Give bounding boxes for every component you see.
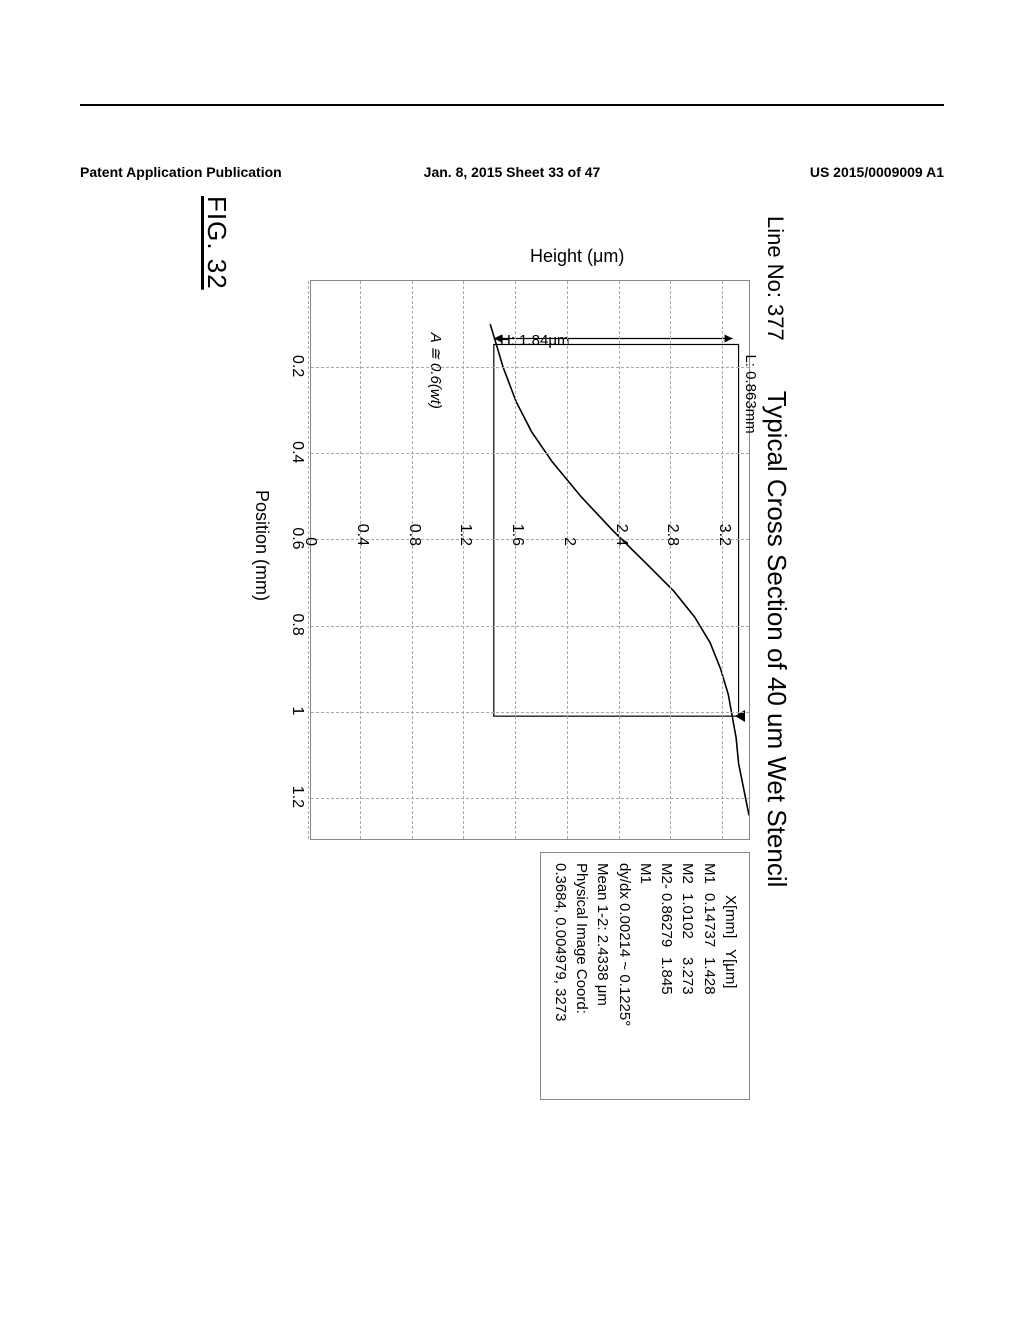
legend-row: M10.147371.428 — [698, 863, 719, 1089]
legend-coord-value: 0.3684, 0.004979, 3273 — [549, 863, 570, 1089]
gridline-v — [311, 626, 749, 627]
y-axis-label: Height (μm) — [530, 246, 624, 267]
xtick-label: 0.8 — [288, 613, 306, 635]
xtick-label: 1 — [288, 706, 306, 715]
chart-card: Line No: 377 Typical Cross Section of 40… — [232, 210, 792, 1110]
gridline-h — [360, 281, 361, 839]
gridline-v — [311, 367, 749, 368]
ytick-label: 1.6 — [508, 524, 526, 546]
ytick-label: 0.4 — [353, 524, 371, 546]
legend-mean: Mean 1-2: 2.4338 μm — [592, 863, 613, 1089]
ytick-label: 2.4 — [612, 524, 630, 546]
gridline-v — [311, 798, 749, 799]
figure-label: FIG. 32 — [201, 196, 232, 290]
legend-dydx: dy/dx 0.00214 ~ 0.1225° — [613, 863, 634, 1089]
legend-coord-label: Physical Image Coord: — [571, 863, 592, 1089]
ytick-label: 1.2 — [456, 524, 474, 546]
legend-head-x: X[mm] — [720, 863, 741, 949]
gridline-v — [311, 712, 749, 713]
h-dimension-label: H: 1.84μm — [500, 332, 570, 349]
xtick-label: 0.4 — [288, 441, 306, 463]
rotated-figure: Line No: 377 Typical Cross Section of 40… — [232, 210, 792, 1110]
legend-row: M2-M10.862791.845 — [635, 863, 678, 1089]
xtick-label: 0.2 — [288, 355, 306, 377]
line-number: Line No: 377 — [762, 216, 788, 341]
curve-line — [309, 281, 749, 841]
chart-title: Typical Cross Section of 40 um Wet Stenc… — [761, 391, 792, 888]
x-axis-label: Position (mm) — [251, 490, 272, 601]
ytick-label: 3.2 — [715, 524, 733, 546]
header-rule — [80, 104, 944, 106]
header-left: Patent Application Publication — [80, 164, 282, 180]
gridline-h — [308, 281, 309, 839]
a-area-label: A ≅ 0.6(wt) — [427, 333, 445, 409]
xtick-label: 1.2 — [288, 786, 306, 808]
legend-row: M21.01023.273 — [677, 863, 698, 1089]
gridline-v — [311, 539, 749, 540]
header-right: US 2015/0009009 A1 — [810, 164, 944, 180]
ytick-label: 0.8 — [405, 524, 423, 546]
gridline-h — [412, 281, 413, 839]
ytick-label: 2.8 — [663, 524, 681, 546]
gridline-h — [567, 281, 568, 839]
ytick-label: 2 — [560, 537, 578, 546]
gridline-h — [670, 281, 671, 839]
header-mid: Jan. 8, 2015 Sheet 33 of 47 — [424, 164, 601, 180]
plot-area: L: 0.863mm H: 1.84μm A ≅ 0.6(wt) — [310, 280, 750, 840]
gridline-h — [619, 281, 620, 839]
gridline-h — [515, 281, 516, 839]
legend-box: X[mm] Y[μm] M10.147371.428M21.01023.273M… — [540, 852, 750, 1100]
gridline-h — [722, 281, 723, 839]
legend-head-y: Y[μm] — [720, 949, 741, 988]
gridline-h — [463, 281, 464, 839]
gridline-v — [311, 453, 749, 454]
xtick-label: 0.6 — [288, 527, 306, 549]
